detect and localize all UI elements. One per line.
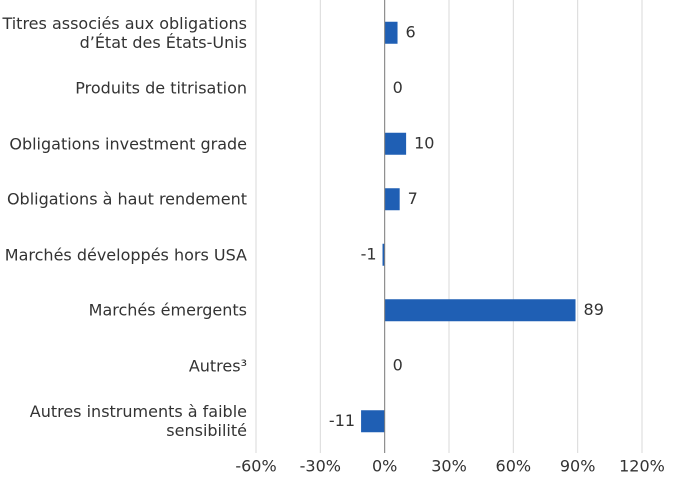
y-tick-label: Obligations investment grade <box>9 134 247 154</box>
y-tick-label: Autres instruments à faible sensibilité <box>29 402 247 441</box>
x-tick-label: 30% <box>431 457 467 476</box>
x-tick-label: -30% <box>300 457 341 476</box>
y-tick-label: Marchés développés hors USA <box>4 245 247 265</box>
y-tick-label: Produits de titrisation <box>75 78 247 98</box>
data-label: 10 <box>414 133 434 152</box>
data-label: 7 <box>408 189 418 208</box>
x-tick-label: 90% <box>560 457 596 476</box>
data-label: 6 <box>406 22 416 41</box>
x-tick-label: 0% <box>372 457 397 476</box>
y-tick-label: Marchés émergents <box>88 300 247 320</box>
y-tick-label: Obligations à haut rendement <box>6 189 247 209</box>
data-label: 0 <box>393 355 403 374</box>
y-tick-label: Autres³ <box>188 356 247 376</box>
data-label: -1 <box>361 244 377 263</box>
data-label: -11 <box>329 411 355 430</box>
x-tick-label: -60% <box>235 457 276 476</box>
data-label: 0 <box>393 78 403 97</box>
bar <box>382 243 385 266</box>
bar <box>384 299 576 322</box>
bar <box>384 132 407 155</box>
bar <box>384 188 400 211</box>
y-tick-label: Titres associés aux obligations d’État d… <box>2 13 247 52</box>
data-label: 89 <box>584 300 604 319</box>
x-tick-label: 60% <box>496 457 532 476</box>
x-tick-label: 120% <box>619 457 665 476</box>
bar <box>361 410 385 433</box>
bar <box>384 21 398 44</box>
